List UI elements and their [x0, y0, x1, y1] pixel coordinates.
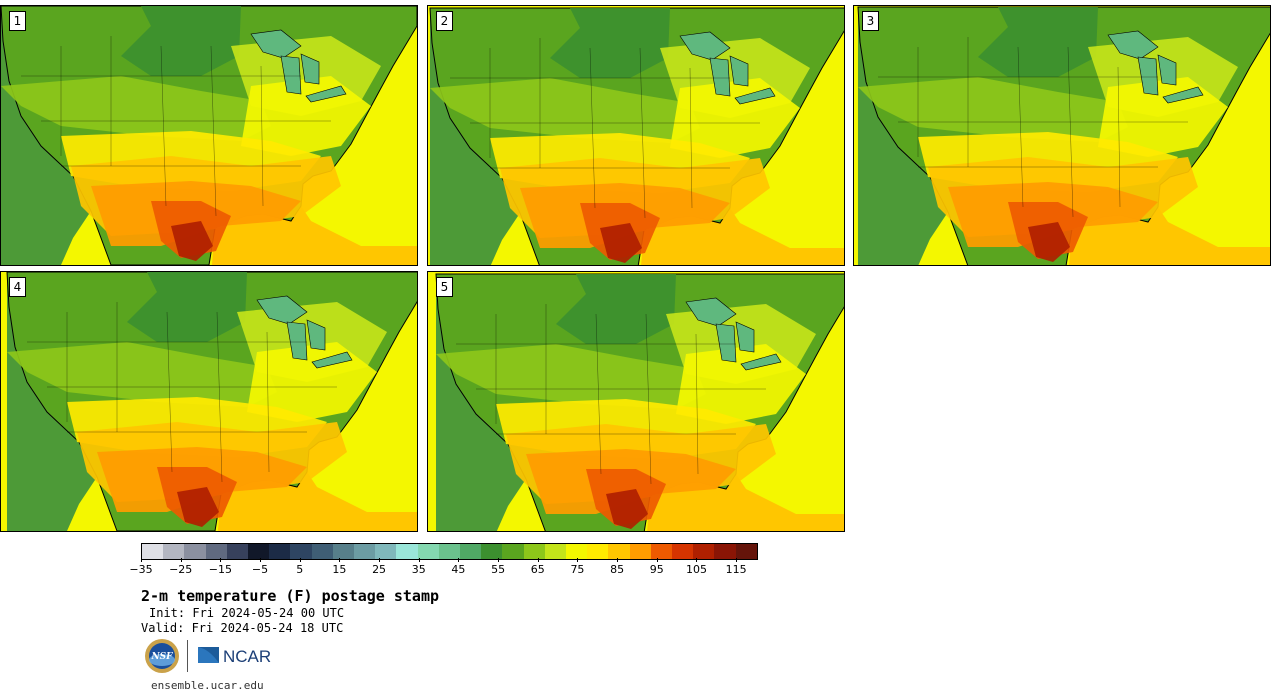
colorbar-tick — [736, 558, 738, 562]
temperature-colorbar — [141, 543, 758, 560]
colorbar-swatch — [142, 544, 164, 559]
colorbar-tick-label: 35 — [411, 563, 426, 576]
ncar-logo: NCAR — [198, 647, 271, 666]
colorbar-tick — [656, 558, 658, 562]
colorbar-tick — [260, 558, 262, 562]
colorbar-swatch — [269, 544, 291, 559]
nsf-logo-text: NSF — [150, 652, 173, 662]
colorbar-tick-label: −25 — [169, 563, 193, 576]
colorbar-swatch — [460, 544, 482, 559]
colorbar-swatch — [566, 544, 588, 559]
colorbar-swatch — [714, 544, 736, 559]
colorbar-swatch — [163, 544, 185, 559]
valid-time: Valid: Fri 2024-05-24 18 UTC — [141, 621, 344, 635]
colorbar-tick — [180, 558, 182, 562]
colorbar-swatch — [375, 544, 397, 559]
colorbar-tick — [299, 558, 301, 562]
colorbar-tick — [696, 558, 698, 562]
colorbar-swatch — [544, 544, 567, 559]
map-panel: 3 — [853, 5, 1271, 266]
colorbar-tick-label: −15 — [208, 563, 232, 576]
colorbar-swatch — [438, 544, 461, 559]
colorbar-swatch — [502, 544, 524, 559]
colorbar-tick-label: 95 — [649, 563, 664, 576]
colorbar-swatch — [587, 544, 609, 559]
colorbar-tick-label: 45 — [451, 563, 466, 576]
colorbar-swatch — [205, 544, 227, 559]
colorbar-swatch — [523, 544, 545, 559]
colorbar-swatch — [396, 544, 418, 559]
colorbar-swatch — [672, 544, 694, 559]
panel-number-label: 4 — [9, 277, 26, 297]
colorbar-swatch — [248, 544, 270, 559]
colorbar-swatch — [481, 544, 503, 559]
colorbar-tick-label: 55 — [491, 563, 506, 576]
ncar-logo-text: NCAR — [223, 647, 271, 666]
colorbar-tick-label: 65 — [530, 563, 545, 576]
colorbar-swatch — [226, 544, 249, 559]
colorbar-swatch — [290, 544, 312, 559]
colorbar-swatch — [184, 544, 206, 559]
colorbar-tick-label: 15 — [332, 563, 347, 576]
map-panel: 5 — [427, 271, 845, 532]
colorbar-tick-label: 105 — [685, 563, 707, 576]
colorbar-tick-label: −5 — [251, 563, 269, 576]
colorbar-swatch — [311, 544, 333, 559]
colorbar-swatch — [629, 544, 651, 559]
colorbar-swatch — [417, 544, 439, 559]
panel-number-label: 5 — [436, 277, 453, 297]
panel-number-label: 3 — [862, 11, 879, 31]
colorbar-tick — [141, 558, 142, 562]
site-url: ensemble.ucar.edu — [151, 679, 264, 692]
colorbar-tick — [418, 558, 420, 562]
colorbar-tick-label: 85 — [610, 563, 625, 576]
colorbar-tick — [537, 558, 539, 562]
colorbar-ticks: −35 −25 −15 −5 5 15 25 35 45 55 65 75 85 95 105 115 — [129, 558, 756, 582]
colorbar-tick — [498, 558, 500, 562]
map-panel: 2 — [427, 5, 845, 266]
nsf-logo: NSF — [145, 639, 179, 673]
logo-divider — [187, 640, 188, 672]
colorbar-swatch — [608, 544, 630, 559]
colorbar-tick — [617, 558, 619, 562]
init-time: Init: Fri 2024-05-24 00 UTC — [149, 606, 345, 620]
colorbar-tick — [379, 558, 381, 562]
colorbar-swatch — [332, 544, 355, 559]
panel-number-label: 1 — [9, 11, 26, 31]
colorbar-swatch — [735, 544, 757, 559]
plot-title: 2-m temperature (F) postage stamp — [141, 587, 440, 605]
map-panel: 4 — [0, 271, 418, 532]
colorbar-tick-label: −35 — [129, 563, 153, 576]
colorbar-tick-label: 75 — [570, 563, 585, 576]
colorbar-swatch — [650, 544, 673, 559]
map-panel: 1 — [0, 5, 418, 266]
colorbar-swatch — [693, 544, 715, 559]
colorbar-tick — [339, 558, 341, 562]
colorbar-tick-label: 5 — [296, 563, 304, 576]
colorbar-tick-label: 25 — [372, 563, 387, 576]
colorbar-tick-label: 115 — [725, 563, 747, 576]
colorbar-tick — [577, 558, 579, 562]
colorbar-tick — [220, 558, 222, 562]
colorbar-swatch — [354, 544, 376, 559]
panel-number-label: 2 — [436, 11, 453, 31]
colorbar-tick — [458, 558, 460, 562]
